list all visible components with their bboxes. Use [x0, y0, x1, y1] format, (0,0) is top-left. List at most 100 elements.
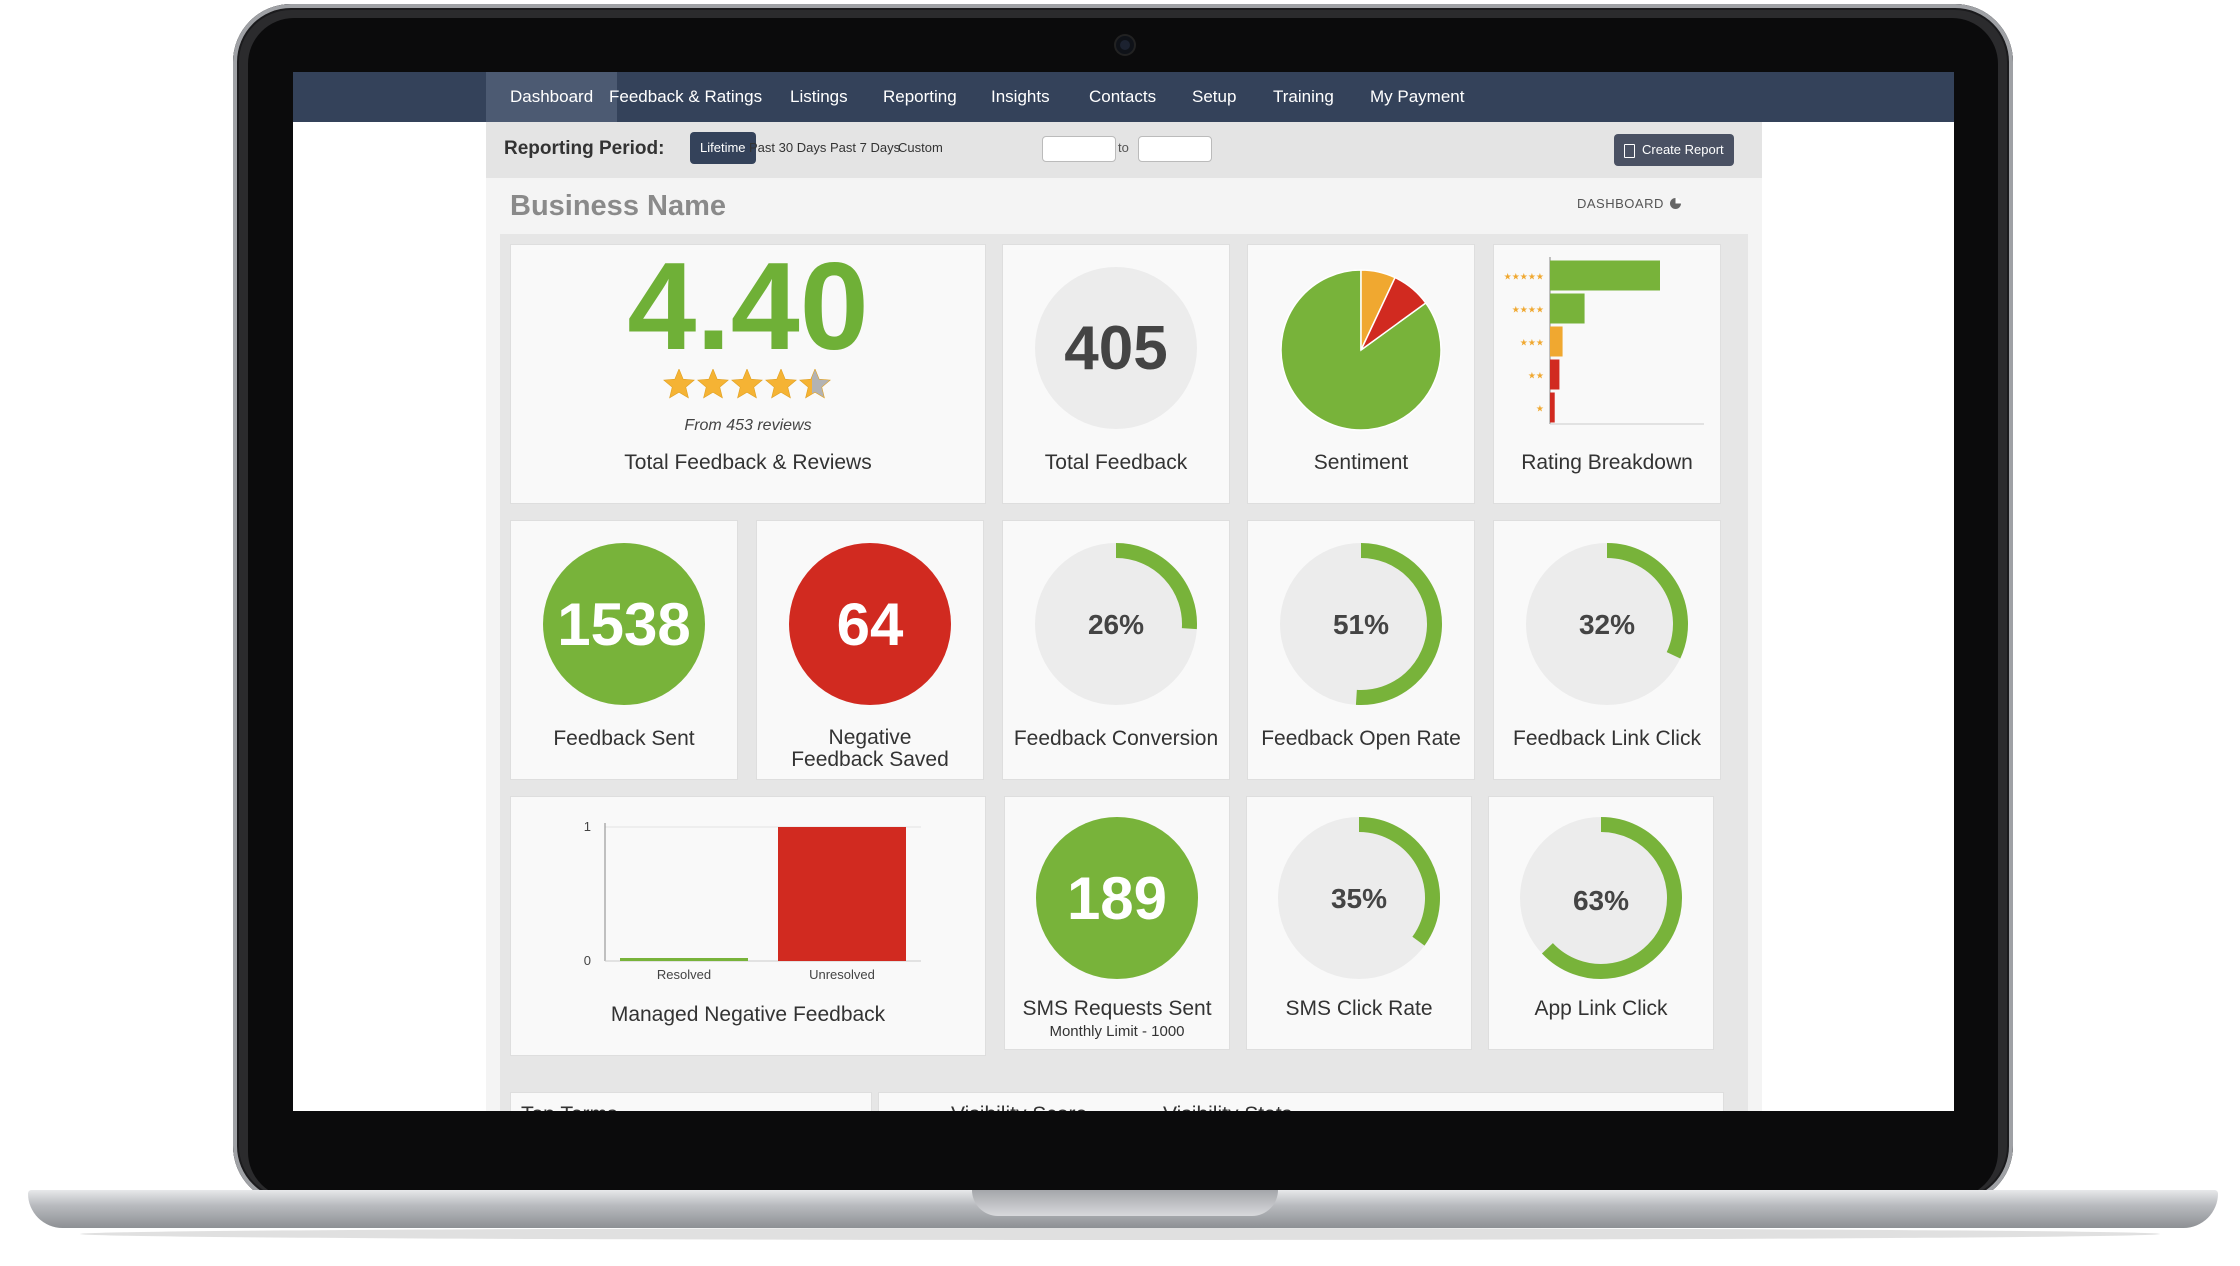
breakdown-bar-5-star	[1550, 260, 1660, 291]
breakdown-tick-5-star: ★★★★★	[1504, 273, 1544, 283]
nav-my-payment[interactable]: My Payment	[1370, 87, 1465, 106]
total-feedback-card[interactable]: 405 Total Feedback	[1002, 244, 1230, 504]
star-icon	[697, 368, 729, 399]
period-lifetime[interactable]: Lifetime	[690, 132, 756, 164]
top-terms-tab[interactable]: Top Terms	[510, 1092, 872, 1111]
star-icon	[731, 368, 763, 399]
feedback-open-rate-gauge	[1280, 543, 1442, 705]
sentiment-label: Sentiment	[1313, 451, 1409, 474]
laptop-notch	[972, 1190, 1278, 1216]
sms-monthly-limit: Monthly Limit - 1000	[1049, 1023, 1185, 1040]
nav-setup[interactable]: Setup	[1192, 87, 1237, 106]
average-rating: 4.40	[627, 238, 869, 376]
visibility-stats-label: Visibility Stats	[1163, 1103, 1292, 1111]
breakdown-bar-4-star	[1550, 293, 1585, 324]
period-past-7-days[interactable]: Past 7 Days	[830, 140, 901, 155]
nav-dashboard[interactable]: Dashboard	[486, 72, 618, 122]
feedback-link-click-label: Feedback Link Click	[1513, 727, 1701, 750]
managed-xtick-unresolved: Unresolved	[809, 967, 875, 982]
gauge-arc	[1606, 543, 1688, 659]
breakdown-tick-1-star: ★	[1536, 405, 1544, 415]
period-custom[interactable]: Custom	[898, 140, 943, 155]
breakdown-bar-2-star	[1550, 359, 1560, 390]
reporting-period-bar: Reporting Period: Lifetime Past 30 Days …	[486, 122, 1762, 178]
feedback-sent-label: Feedback Sent	[553, 727, 695, 750]
app-link-click-card[interactable]: 63% App Link Click	[1488, 796, 1714, 1050]
rating-breakdown-card[interactable]: ★★★★★ ★★★★ ★★★ ★★ ★ Rating Breakdown	[1493, 244, 1721, 504]
gauge-background	[1278, 817, 1440, 979]
nav-feedback-ratings[interactable]: Feedback & Ratings	[609, 87, 763, 106]
feedback-sent-circle: 1538	[543, 543, 705, 705]
visibility-score-label: Visibility Score	[951, 1103, 1087, 1111]
feedback-link-click-value: 32%	[1578, 609, 1636, 640]
feedback-link-click-gauge	[1526, 543, 1688, 705]
pie-chart-icon	[1669, 198, 1681, 209]
dashboard-link-label: DASHBOARD	[1577, 196, 1664, 211]
managed-negative-feedback-card[interactable]: 1 0 Resolved Unresolved Managed Negative Fe…	[510, 796, 986, 1056]
to-label: to	[1118, 140, 1129, 155]
managed-negative-feedback-label: Managed Negative Feedback	[610, 1003, 886, 1026]
feedback-conversion-gauge	[1035, 543, 1197, 705]
laptop-shadow	[80, 1228, 2160, 1240]
rating-breakdown-label: Rating Breakdown	[1521, 451, 1693, 474]
star-icon	[765, 368, 797, 399]
nav-training[interactable]: Training	[1273, 87, 1334, 106]
gauge-background	[1280, 543, 1442, 705]
total-feedback-value: 405	[1064, 313, 1168, 383]
feedback-sent-value: 1538	[557, 590, 691, 658]
nav-reporting[interactable]: Reporting	[883, 87, 957, 106]
gauge-background	[1520, 817, 1682, 979]
feedback-conversion-card[interactable]: 26% Feedback Conversion	[1002, 520, 1230, 780]
sms-click-rate-label: SMS Click Rate	[1285, 997, 1433, 1020]
sentiment-pie-chart	[1280, 269, 1442, 431]
custom-to-date-input[interactable]	[1138, 136, 1212, 162]
feedback-open-rate-card[interactable]: 51% Feedback Open Rate	[1247, 520, 1475, 780]
rating-card[interactable]: 4.40 From 453 reviews Total Feedback & R…	[510, 238, 986, 504]
negative-feedback-saved-card[interactable]: 64 Negative Feedback Saved	[756, 520, 984, 780]
dashboard-menu-link[interactable]: DASHBOARD	[1577, 196, 1681, 211]
visibility-tab[interactable]: Visibility Score Visibility Stats	[878, 1092, 1724, 1111]
nav-insights[interactable]: Insights	[991, 87, 1050, 106]
period-past-30-days[interactable]: Past 30 Days	[749, 140, 827, 155]
main-content: Reporting Period: Lifetime Past 30 Days …	[486, 122, 1762, 1111]
feedback-conversion-label: Feedback Conversion	[1013, 727, 1219, 750]
custom-from-date-input[interactable]	[1042, 136, 1116, 162]
create-report-button[interactable]: Create Report	[1614, 134, 1734, 166]
nav-contacts[interactable]: Contacts	[1089, 87, 1157, 106]
feedback-link-click-card[interactable]: 32% Feedback Link Click	[1493, 520, 1721, 780]
sms-requests-card[interactable]: 189 SMS Requests Sent Monthly Limit - 10…	[1004, 796, 1230, 1050]
managed-bar-unresolved	[778, 827, 906, 961]
feedback-conversion-value: 26%	[1087, 609, 1145, 640]
rating-breakdown-chart: ★★★★★★★★★★★★★★★	[1504, 257, 1704, 425]
sms-click-rate-card[interactable]: 35% SMS Click Rate	[1246, 796, 1472, 1050]
sms-requests-label: SMS Requests Sent	[1022, 997, 1212, 1020]
camera-icon	[1116, 36, 1134, 54]
negative-feedback-label: Negative Feedback Saved	[791, 726, 949, 771]
from-reviews: From 453 reviews	[684, 417, 812, 434]
gauge-background	[1035, 543, 1197, 705]
total-feedback-circle: 405	[1035, 267, 1197, 429]
gauge-background	[1526, 543, 1688, 705]
create-report-label: Create Report	[1642, 142, 1724, 157]
managed-ytick-bottom: 0	[584, 953, 591, 968]
total-feedback-label: Total Feedback	[1044, 451, 1188, 474]
star-icon	[663, 368, 695, 399]
sms-requests-circle: 189	[1036, 817, 1198, 979]
top-nav: Dashboard Feedback & Ratings Listings Re…	[293, 72, 1954, 122]
managed-ytick-top: 1	[584, 819, 591, 834]
dashboard-grid: 4.40 From 453 reviews Total Feedback & R…	[500, 234, 1748, 1111]
breakdown-bar-1-star	[1550, 392, 1555, 423]
app-link-click-label: App Link Click	[1534, 997, 1668, 1020]
feedback-open-rate-label: Feedback Open Rate	[1261, 727, 1461, 750]
gauge-arc	[1358, 817, 1440, 946]
rating-card-label: Total Feedback & Reviews	[624, 451, 872, 474]
feedback-open-rate-value: 51%	[1332, 609, 1390, 640]
top-terms-label: Top Terms	[521, 1103, 617, 1111]
gauge-arc	[1541, 817, 1682, 979]
feedback-sent-card[interactable]: 1538 Feedback Sent	[510, 520, 738, 780]
managed-bar-resolved	[620, 958, 748, 961]
breakdown-tick-3-star: ★★★	[1520, 339, 1544, 349]
breakdown-bar-3-star	[1550, 326, 1563, 357]
sentiment-card[interactable]: Sentiment	[1247, 244, 1475, 504]
nav-listings[interactable]: Listings	[790, 87, 848, 106]
